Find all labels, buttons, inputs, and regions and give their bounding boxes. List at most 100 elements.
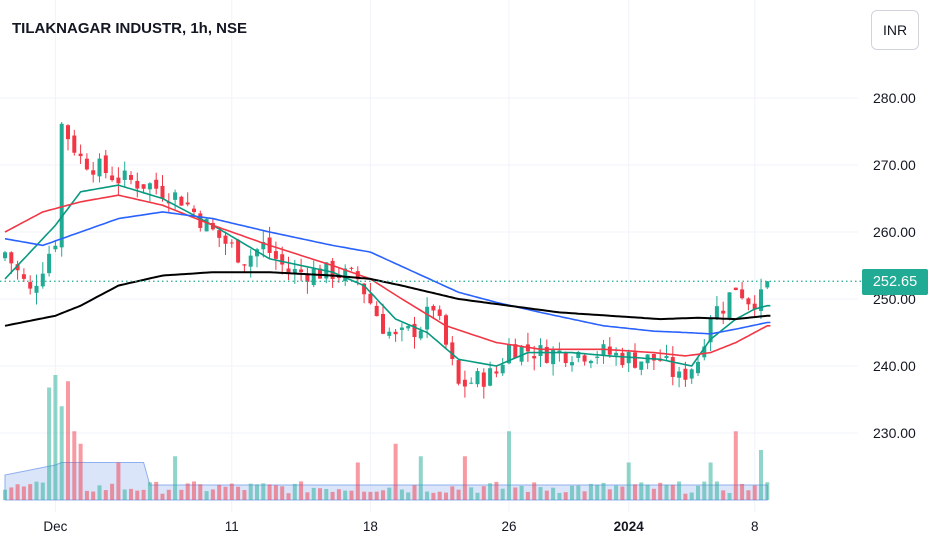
price-tick-label: 260.00: [873, 224, 916, 240]
volume-bar: [311, 487, 316, 500]
candle-body: [614, 352, 619, 356]
candle-body: [563, 352, 568, 364]
candle-body: [374, 305, 379, 317]
volume-bar: [494, 481, 499, 500]
grid-lines: [0, 0, 858, 512]
candle-body: [683, 368, 688, 380]
candle-body: [53, 245, 58, 250]
candle-body: [362, 283, 367, 295]
volume-bar: [595, 484, 600, 500]
chart-title: TILAKNAGAR INDUSTR, 1h, NSE: [12, 20, 248, 37]
volume-bar: [3, 489, 7, 500]
time-axis[interactable]: Dec 11 18 26 2024 8: [43, 519, 758, 534]
volume-bar: [387, 487, 392, 500]
candle-body: [66, 125, 70, 140]
time-tick-label: 8: [751, 519, 759, 534]
candle-body: [689, 369, 694, 379]
volume-bar: [444, 492, 448, 500]
candle-body: [204, 219, 209, 232]
volume-bar: [66, 381, 70, 500]
candle-body: [721, 310, 726, 314]
volume-bar: [349, 490, 354, 500]
candle-body: [280, 254, 285, 265]
candle-body: [343, 268, 348, 282]
candle-body: [702, 346, 707, 358]
candle-body: [349, 267, 354, 269]
volume-bar: [28, 484, 33, 500]
currency-button[interactable]: INR: [871, 10, 919, 50]
volume-bar: [261, 483, 266, 500]
volume-bar: [198, 484, 203, 500]
volume-bar: [40, 482, 45, 500]
volume-bar: [160, 493, 165, 500]
volume-bar: [626, 462, 631, 500]
volume-bar: [740, 483, 745, 500]
volume-bar: [147, 482, 152, 500]
candle-body: [633, 352, 637, 368]
volume-bar: [450, 486, 455, 500]
volume-bar: [210, 489, 215, 500]
candle-body: [431, 305, 436, 311]
candle-body: [620, 352, 625, 366]
candle-body: [110, 175, 115, 181]
candle-body: [179, 196, 184, 206]
volume-bar: [91, 491, 96, 500]
volume-bar: [551, 487, 556, 500]
volume-bar: [368, 491, 373, 500]
candle-body: [488, 368, 493, 386]
volume-bar: [507, 431, 511, 500]
candle-body: [475, 371, 480, 385]
moving-average-line: [4, 271, 771, 327]
volume-bar: [620, 486, 625, 500]
volume-bar: [456, 489, 461, 500]
volume-bar: [166, 489, 171, 500]
candle-body: [311, 268, 316, 286]
volume-bar: [229, 483, 234, 500]
volume-bar: [759, 450, 763, 500]
volume-bar: [223, 486, 228, 500]
volume-bar: [34, 481, 39, 500]
volume-histogram: [3, 375, 770, 501]
price-axis[interactable]: 280.00 270.00 260.00 250.00 240.00 230.00: [873, 90, 916, 441]
candle-body: [242, 264, 247, 266]
volume-bar: [418, 456, 423, 500]
candle-body: [261, 241, 266, 250]
candle-body: [664, 356, 669, 359]
candle-body: [381, 313, 385, 334]
candle-body: [47, 253, 52, 274]
price-tick-label: 240.00: [873, 358, 916, 374]
candle-body: [651, 354, 656, 361]
candle-body: [462, 379, 467, 387]
volume-bar: [469, 487, 474, 500]
volume-bar: [53, 375, 58, 500]
price-tick-label: 270.00: [873, 157, 916, 173]
candle-body: [28, 282, 33, 289]
candle-body: [387, 331, 392, 336]
volume-bar: [708, 462, 713, 500]
volume-bar: [721, 490, 726, 500]
volume-bar: [97, 485, 102, 500]
candle-body: [588, 360, 593, 364]
volume-bar: [645, 484, 650, 500]
volume-bar: [299, 481, 304, 500]
volume-bar: [500, 488, 505, 500]
volume-bar: [582, 491, 587, 500]
candle-body: [305, 273, 310, 282]
candle-body: [570, 362, 574, 366]
volume-bar: [78, 443, 83, 500]
volume-bar: [343, 490, 348, 500]
candle-body: [223, 235, 228, 244]
volume-bar: [425, 491, 430, 500]
candle-body: [469, 382, 474, 384]
candle-body: [248, 255, 253, 267]
time-tick-label: Dec: [43, 519, 67, 534]
volume-bar: [727, 493, 732, 500]
candle-body: [607, 346, 612, 355]
candle-body: [733, 287, 738, 291]
last-price-label: 252.65: [862, 269, 928, 295]
candle-body: [185, 202, 190, 205]
candle-body: [217, 230, 222, 238]
candle-body: [765, 281, 770, 288]
